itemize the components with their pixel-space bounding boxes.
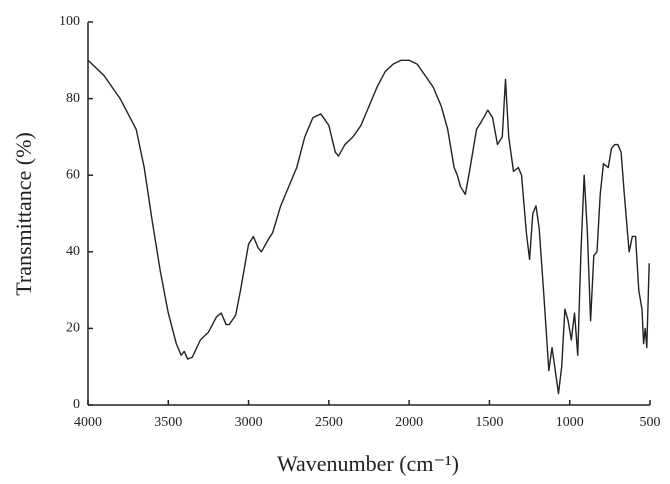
x-tick-label: 500	[640, 415, 661, 430]
y-tick-label: 80	[66, 91, 80, 106]
x-tick-label: 1500	[475, 415, 503, 430]
x-tick-label: 3500	[154, 415, 182, 430]
y-tick-label: 40	[66, 244, 80, 259]
x-tick-label: 2000	[395, 415, 423, 430]
y-tick-label: 60	[66, 167, 80, 182]
x-tick-label: 3000	[235, 415, 263, 430]
y-tick-label: 20	[66, 321, 80, 336]
x-tick-label: 4000	[74, 415, 102, 430]
x-tick-label: 2500	[315, 415, 343, 430]
x-axis-label: Wavenumber (cm⁻¹)	[277, 451, 459, 476]
y-axis-label: Transmittance (%)	[11, 132, 36, 296]
x-tick-label: 1000	[556, 415, 584, 430]
y-tick-label: 0	[73, 397, 80, 412]
y-tick-label: 100	[59, 14, 80, 29]
spectrum-line	[87, 59, 650, 395]
